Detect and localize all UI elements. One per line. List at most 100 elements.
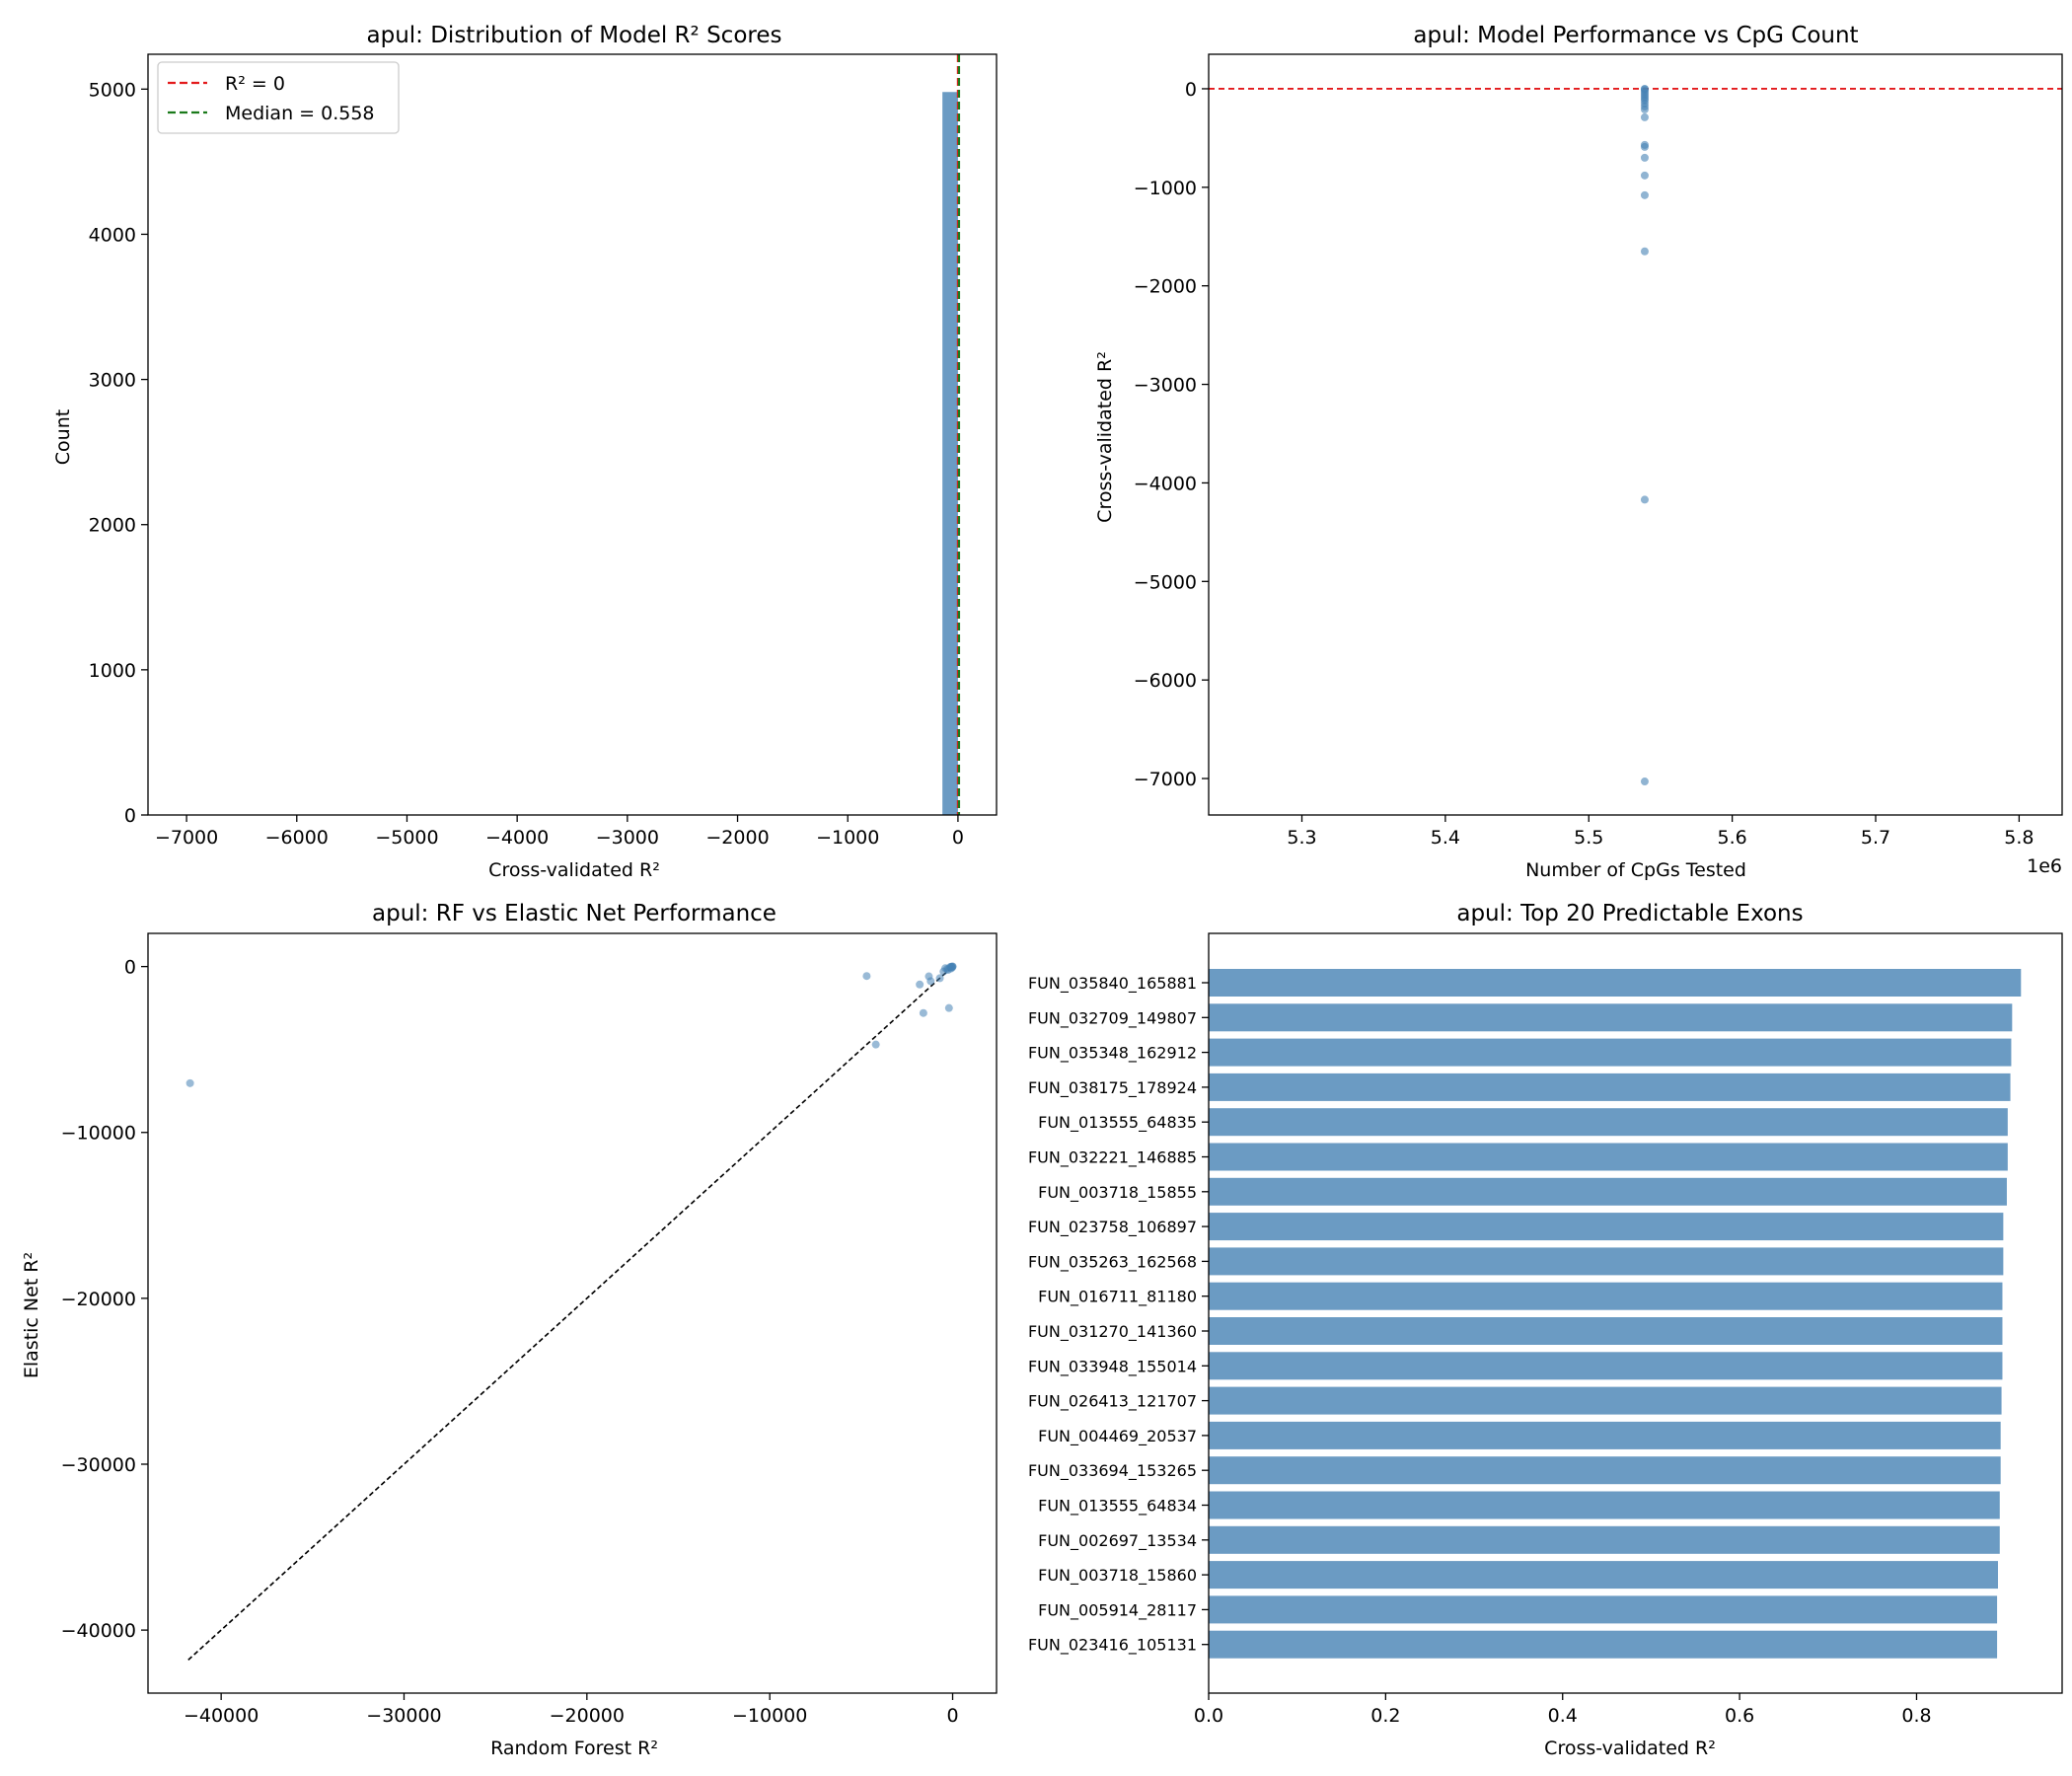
rf-en-scatter-frame (147, 932, 998, 1694)
exon-bar (1209, 1213, 2004, 1241)
cpg-scatter-y-tick-label: −3000 (1134, 375, 1197, 397)
cpg-scatter-y-tick-label: −6000 (1134, 670, 1197, 692)
cpg-scatter-y-label: Cross-validated R² (1094, 351, 1116, 523)
rf-en-scatter-x-tick-label: −40000 (184, 1705, 259, 1727)
exon-bar (1209, 1561, 1998, 1590)
rf-en-scatter-y-tick-label: 0 (124, 957, 136, 979)
legend-label-median-line: Median = 0.558 (225, 103, 375, 124)
exon-bar (1209, 1003, 2013, 1032)
exon-label: FUN_023758_106897 (1028, 1218, 1197, 1237)
cpg-scatter-y-tick-label: 0 (1185, 79, 1197, 101)
cpg-scatter-y-ticks: −7000 −6000 −5000 −4000 −3000 −2000 −1000 0 (1134, 79, 1209, 790)
scatter-point (947, 962, 956, 971)
top-exons-title: apul: Top 20 Predictable Exons (1456, 901, 1803, 926)
legend-label-zero-line: R² = 0 (225, 73, 285, 95)
top-exons-x-tick-label: 0.2 (1370, 1705, 1400, 1727)
exon-label: FUN_003718_15860 (1038, 1566, 1197, 1586)
histogram-x-label: Cross-validated R² (488, 859, 660, 881)
scatter-point (1640, 495, 1649, 504)
top-exons-x-ticks: 0.0 0.2 0.4 0.6 0.8 (1194, 1693, 1932, 1727)
scatter-point (1640, 153, 1649, 162)
exon-label: FUN_003718_15855 (1038, 1183, 1197, 1203)
top-exons-frame (1208, 932, 2063, 1694)
cpg-scatter-frame (1208, 53, 2063, 816)
scatter-point (1640, 190, 1649, 199)
cpg-scatter-y-tick-label: −4000 (1134, 473, 1197, 494)
scatter-point (1640, 171, 1649, 180)
rf-en-scatter-y-ticks: −40000 −30000 −20000 −10000 0 (61, 957, 148, 1642)
histogram-y-tick-label: 0 (124, 805, 136, 827)
exon-label: FUN_002697_13534 (1038, 1531, 1197, 1551)
exon-bar (1209, 1630, 1998, 1659)
scatter-point (185, 1078, 194, 1087)
exon-label: FUN_035263_162568 (1028, 1252, 1197, 1272)
histogram-panel: apul: Distribution of Model R² Scores −7… (52, 23, 998, 881)
histogram-bar (942, 92, 958, 815)
cpg-scatter-x-offset: 1e6 (2027, 855, 2062, 877)
exon-label: FUN_023416_105131 (1028, 1636, 1197, 1656)
legend-frame (157, 61, 400, 134)
histogram-y-ticks: 0 1000 2000 3000 4000 5000 (89, 79, 148, 827)
exon-label: FUN_013555_64835 (1038, 1113, 1197, 1133)
scatter-point (1640, 140, 1649, 149)
histogram-x-tick-label: −3000 (596, 827, 659, 849)
exon-bar (1209, 1421, 2001, 1449)
scatter-point (871, 1040, 880, 1049)
scatter-point (1640, 777, 1649, 786)
exon-label: FUN_038175_178924 (1028, 1078, 1197, 1098)
exon-bar (1209, 1317, 2003, 1345)
histogram-y-tick-label: 3000 (89, 370, 136, 392)
exon-bar (1209, 1108, 2008, 1137)
rf-en-scatter-x-tick-label: −10000 (732, 1705, 807, 1727)
top-exons-x-tick-label: 0.4 (1548, 1705, 1578, 1727)
exon-bar (1209, 1386, 2002, 1415)
cpg-scatter-x-tick-label: 5.6 (1718, 827, 1747, 849)
cpg-scatter-x-tick-label: 5.8 (2004, 827, 2034, 849)
rf-en-scatter-x-ticks: −40000 −30000 −20000 −10000 0 (184, 1693, 959, 1727)
top-exons-plot-area (1208, 932, 2063, 1694)
exon-bar (1209, 1456, 2001, 1485)
rf-en-scatter-y-tick-label: −30000 (61, 1454, 136, 1476)
scatter-point (919, 1008, 927, 1017)
cpg-scatter-x-tick-label: 5.7 (1861, 827, 1890, 849)
rf-en-scatter-plot-area (147, 932, 998, 1694)
cpg-scatter-x-ticks: 5.3 5.4 5.5 5.6 5.7 5.8 (1287, 815, 2034, 849)
exon-label: FUN_033948_155014 (1028, 1357, 1197, 1376)
cpg-scatter-x-tick-label: 5.5 (1574, 827, 1603, 849)
top-exons-x-tick-label: 0.8 (1901, 1705, 1931, 1727)
cpg-scatter-plot-area (1208, 53, 2063, 816)
scatter-point (1640, 247, 1649, 256)
exon-label: FUN_013555_64834 (1038, 1497, 1197, 1517)
scatter-point (916, 980, 925, 989)
exon-label: FUN_031270_141360 (1028, 1322, 1197, 1342)
histogram-x-tick-label: 0 (952, 827, 964, 849)
exon-bar (1209, 1177, 2007, 1206)
exon-label: FUN_035840_165881 (1028, 974, 1197, 994)
rf-en-scatter-y-label: Elastic Net R² (21, 1252, 42, 1378)
cpg-scatter-y-tick-label: −1000 (1134, 178, 1197, 199)
scatter-point (862, 972, 871, 981)
histogram-y-tick-label: 2000 (89, 515, 136, 537)
histogram-x-tick-label: −4000 (485, 827, 549, 849)
exon-bar (1209, 1073, 2011, 1101)
cpg-scatter-panel: apul: Model Performance vs CpG Count 5.3… (1094, 23, 2063, 881)
identity-diagonal-line (187, 966, 954, 1661)
rf-en-scatter-x-label: Random Forest R² (490, 1738, 658, 1759)
exon-label: FUN_016711_81180 (1038, 1288, 1197, 1307)
histogram-plot-area (147, 53, 998, 816)
cpg-scatter-title: apul: Model Performance vs CpG Count (1413, 23, 1858, 48)
cpg-scatter-y-tick-label: −7000 (1134, 769, 1197, 790)
rf-en-scatter-y-tick-label: −10000 (61, 1123, 136, 1145)
cpg-scatter-y-tick-label: −2000 (1134, 276, 1197, 298)
histogram-frame (147, 53, 998, 816)
exon-bar (1209, 1595, 1998, 1624)
exon-label: FUN_032221_146885 (1028, 1148, 1197, 1168)
exon-bar (1209, 1282, 2003, 1310)
histogram-x-tick-label: −2000 (705, 827, 769, 849)
scatter-point (926, 977, 935, 986)
histogram-legend: R² = 0 Median = 0.558 (157, 61, 400, 134)
histogram-y-label: Count (52, 409, 74, 465)
exon-bar (1209, 1525, 2000, 1554)
exon-bar (1209, 1038, 2012, 1067)
scatter-point (944, 1003, 953, 1012)
